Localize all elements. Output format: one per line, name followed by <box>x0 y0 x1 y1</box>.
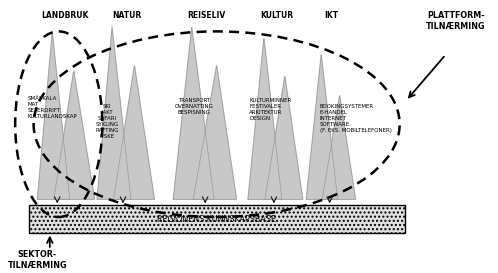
Polygon shape <box>248 38 282 199</box>
Text: SKI
JAKT
SAFARI
SYKLING
RAFTING
FISKE: SKI JAKT SAFARI SYKLING RAFTING FISKE <box>95 104 119 139</box>
Polygon shape <box>306 55 338 199</box>
Text: REISELIV: REISELIV <box>188 11 226 20</box>
Text: BOOKINGSYSTEMER
E-HANDEL
INTERNET
SOFTWARE
(F. EKS. MOBILTELEFONER): BOOKINGSYSTEMER E-HANDEL INTERNET SOFTWA… <box>320 104 391 133</box>
Text: KULTUR: KULTUR <box>260 11 293 20</box>
Polygon shape <box>322 96 356 199</box>
Text: LANDBRUK: LANDBRUK <box>41 11 89 20</box>
Polygon shape <box>193 66 237 199</box>
Text: NATUR: NATUR <box>113 11 141 20</box>
Bar <box>29 205 405 233</box>
Text: SMÅSKALA
MAT
SETERDRIFT
KULTURLANDSKAP: SMÅSKALA MAT SETERDRIFT KULTURLANDSKAP <box>27 96 77 118</box>
Polygon shape <box>54 71 95 199</box>
Polygon shape <box>265 76 303 199</box>
Polygon shape <box>37 33 70 199</box>
Text: PLATTFORM-
TILNÆRMING: PLATTFORM- TILNÆRMING <box>426 11 486 31</box>
Text: SEKTOR-
TILNÆRMING: SEKTOR- TILNÆRMING <box>7 250 67 270</box>
Polygon shape <box>173 27 214 199</box>
Text: IKT: IKT <box>324 11 338 20</box>
Polygon shape <box>97 27 131 199</box>
Polygon shape <box>114 66 154 199</box>
Text: KULTURMINNER
FESTIVALER
ARKITEKTUR
DESIGN: KULTURMINNER FESTIVALER ARKITEKTUR DESIG… <box>249 98 291 121</box>
Text: TRANSPORT
OVERNATTING
BESPISNING: TRANSPORT OVERNATTING BESPISNING <box>175 98 214 115</box>
Text: REGIONENS KUNNSKAPSBASE: REGIONENS KUNNSKAPSBASE <box>157 215 276 224</box>
